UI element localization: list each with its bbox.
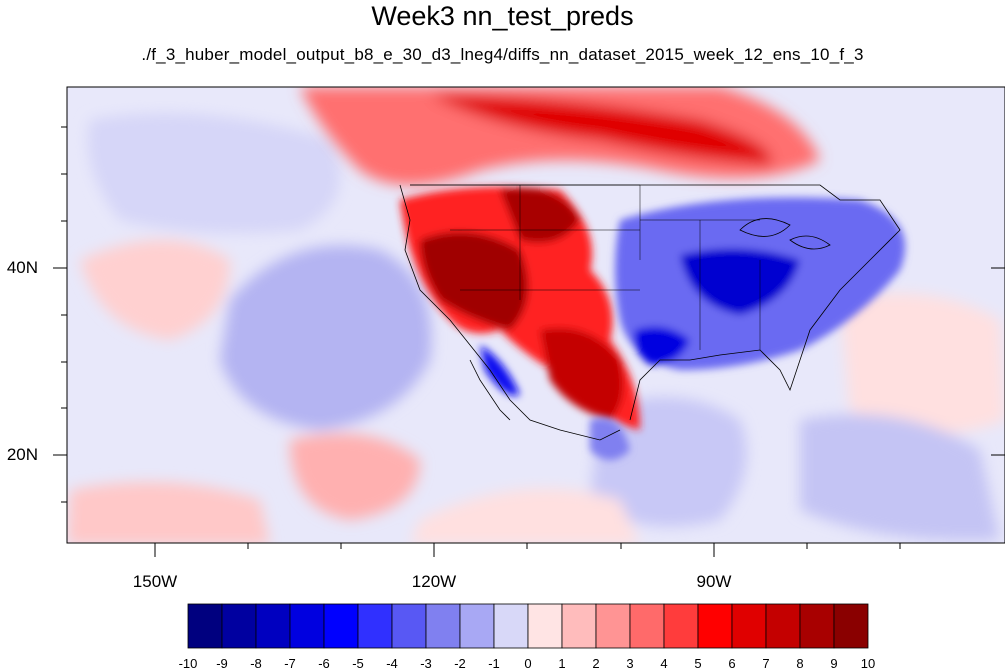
lon-label-120w: 120W <box>411 572 457 591</box>
ohio-valley-dark-blue-core <box>680 248 800 315</box>
colorbar-box <box>595 603 631 649</box>
colorbar-label: 1 <box>558 656 566 671</box>
colorbar-box <box>187 603 223 649</box>
great-lakes-outline <box>739 218 831 250</box>
colorbar-box <box>833 603 869 649</box>
colorbar-label: 3 <box>626 656 634 671</box>
colorbar-label: 7 <box>762 656 770 671</box>
lon-label-150w: 150W <box>132 572 178 591</box>
colorbar-label: -5 <box>352 656 364 671</box>
colorbar-box <box>697 603 733 649</box>
pacific-pink-region <box>80 240 230 340</box>
colorbar-box <box>799 603 835 649</box>
colorbar-box <box>391 603 427 649</box>
colorbar-label: -4 <box>386 656 398 671</box>
atlantic-pink-region <box>840 293 1005 433</box>
colorbar-box <box>527 603 563 649</box>
anomaly-field <box>67 87 1005 543</box>
colorbar-label: -3 <box>420 656 432 671</box>
mexico-dark-red-core <box>540 328 624 420</box>
colorbar-box <box>323 603 359 649</box>
colorbar-box <box>663 603 699 649</box>
north-pacific-pale-region <box>88 113 340 234</box>
gulf-of-california-blue <box>480 345 520 396</box>
mexico-blue-patch <box>590 418 630 460</box>
colorbar-label: 10 <box>860 656 876 671</box>
colorbar-box <box>357 603 393 649</box>
state-borders <box>410 184 761 350</box>
canada-dark-red-core <box>430 95 772 165</box>
colorbar-box <box>459 603 495 649</box>
colorbar-label: 4 <box>660 656 668 671</box>
south-atlantic-blue-region <box>800 414 1000 541</box>
hawaii-red-region <box>290 433 420 520</box>
pacific-blue-region <box>220 245 432 430</box>
colorbar-label: -7 <box>284 656 296 671</box>
colorbar-box <box>731 603 767 649</box>
colorbar-label: -9 <box>216 656 228 671</box>
coastlines-and-borders <box>399 184 901 441</box>
colorbar-box <box>561 603 597 649</box>
west-coast-outline <box>399 184 621 441</box>
lat-label-20n: 20N <box>6 445 38 464</box>
tropical-pink-region <box>410 488 640 543</box>
baja-outline <box>469 359 511 421</box>
colorbar-label: -6 <box>318 656 330 671</box>
colorbar-label: 5 <box>694 656 702 671</box>
colorbar-box <box>425 603 461 649</box>
colorbar <box>187 603 869 649</box>
colorbar-label: 6 <box>728 656 736 671</box>
colorbar-box <box>765 603 801 649</box>
colorbar-box <box>221 603 257 649</box>
gulf-blue-region <box>590 397 747 527</box>
colorbar-label: -1 <box>488 656 500 671</box>
lon-label-90w: 90W <box>696 572 732 591</box>
colorbar-label: 9 <box>830 656 838 671</box>
southwest-dark-red-core <box>420 232 528 330</box>
colorbar-box <box>289 603 325 649</box>
colorbar-box <box>255 603 291 649</box>
south-pacific-pink-region <box>67 482 270 543</box>
colorbar-box <box>629 603 665 649</box>
texas-louisiana-dark-blue-core <box>634 326 690 365</box>
colorbar-label: 0 <box>524 656 532 671</box>
colorbar-box <box>493 603 529 649</box>
colorbar-label: -10 <box>178 656 198 671</box>
colorbar-label: -2 <box>454 656 466 671</box>
lat-label-40n: 40N <box>6 258 38 277</box>
colorbar-label: 8 <box>796 656 804 671</box>
colorbar-label: -8 <box>250 656 262 671</box>
north-east-gulf-outline <box>410 184 901 421</box>
plot-subtitle: ./f_3_huber_model_output_b8_e_30_d3_lneg… <box>141 45 864 64</box>
plot-title: Week3 nn_test_preds <box>371 1 634 31</box>
canada-red-band <box>300 87 820 185</box>
colorbar-label: 2 <box>592 656 600 671</box>
axis-ticks <box>53 126 1005 557</box>
